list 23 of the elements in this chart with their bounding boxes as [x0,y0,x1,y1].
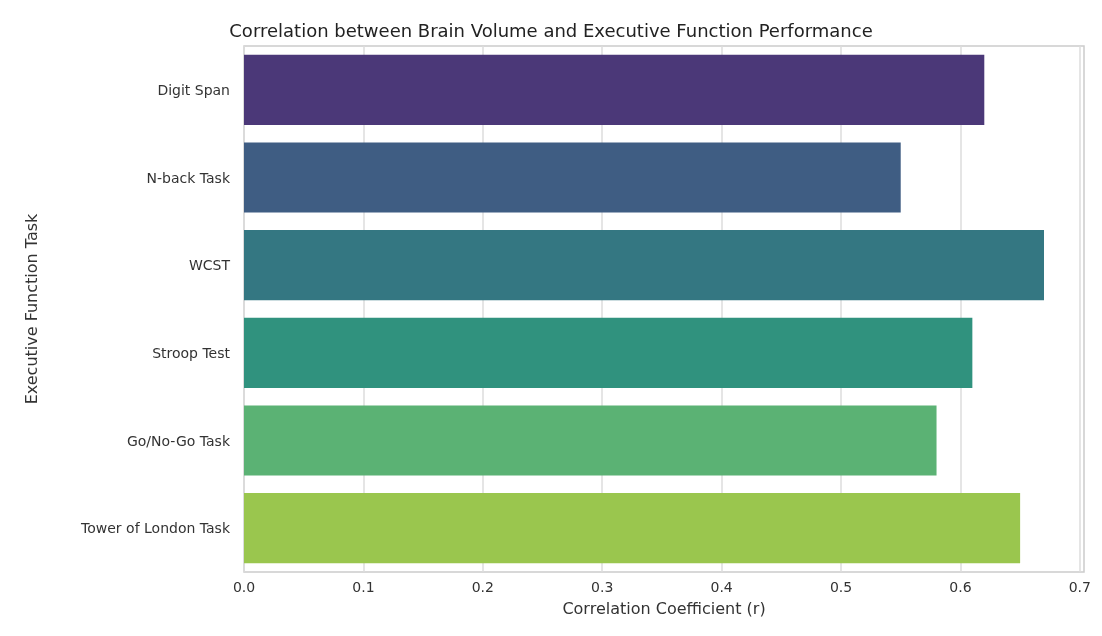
bar [244,317,973,388]
bar [244,493,1021,564]
y-tick-label: WCST [188,257,231,274]
chart-title: Correlation between Brain Volume and Executive Function Performance [229,19,873,41]
y-tick-label: Digit Span [157,81,230,98]
x-tick-label: 0.5 [829,579,853,595]
x-tick-label: 0.4 [710,579,733,595]
y-tick-label: N-back Task [146,169,231,186]
y-tick-label: Tower of London Task [80,520,231,537]
x-axis-title: Correlation Coefficient (r) [562,598,766,618]
bar [244,230,1044,301]
bar [244,54,985,125]
x-tick-label: 0.6 [949,579,972,595]
x-tick-label: 0.3 [591,579,614,595]
x-tick-label: 0.7 [1068,579,1091,595]
y-tick-label: Go/No-Go Task [126,432,231,449]
x-tick-label: 0.2 [471,579,494,595]
bar [244,142,901,213]
x-tick-label: 0.1 [352,579,375,595]
x-tick-label: 0.0 [232,579,256,595]
y-axis-title: Executive Function Task [21,212,41,405]
bar [244,405,937,476]
y-tick-label: Stroop Test [152,344,231,361]
